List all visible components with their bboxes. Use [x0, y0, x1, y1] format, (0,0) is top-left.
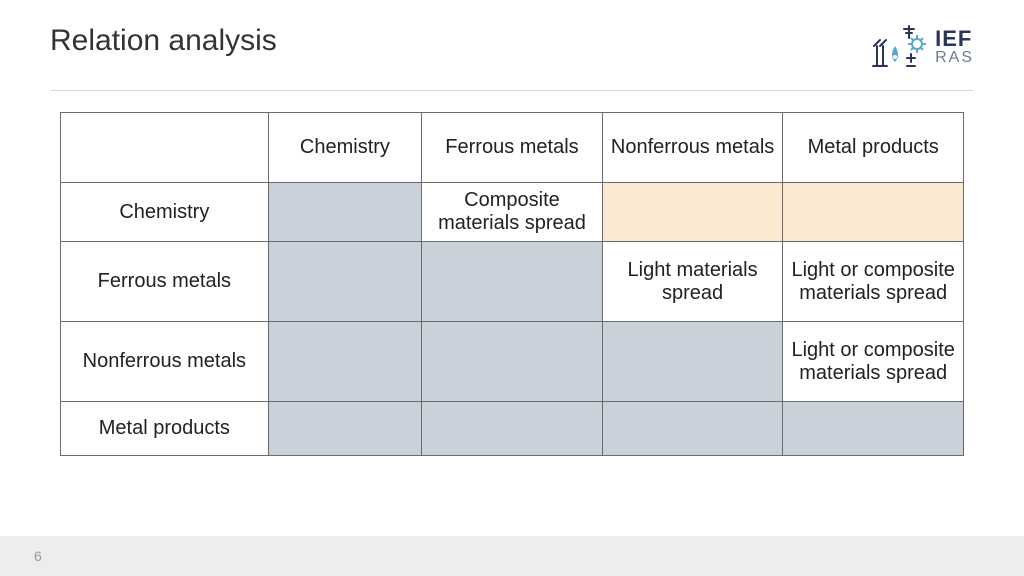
table-cell	[422, 242, 603, 322]
table-row: Nonferrous metals Light or composite mate…	[61, 322, 964, 402]
logo: IEF RAS	[871, 24, 974, 70]
table-cell	[268, 402, 422, 456]
table-cell	[422, 322, 603, 402]
relation-table: ChemistryFerrous metalsNonferrous metals…	[60, 112, 964, 456]
table-cell	[268, 322, 422, 402]
table-col-header: Metal products	[783, 113, 964, 183]
table-cell	[602, 183, 783, 242]
logo-line1: IEF	[935, 28, 974, 50]
table-header-row: ChemistryFerrous metalsNonferrous metals…	[61, 113, 964, 183]
table-cell: Light or composite materials spread	[783, 242, 964, 322]
divider	[50, 90, 974, 91]
table-row-header: Ferrous metals	[61, 242, 269, 322]
logo-text: IEF RAS	[935, 28, 974, 66]
header: Relation analysis	[50, 24, 974, 80]
table-cell	[602, 322, 783, 402]
slide: Relation analysis	[0, 0, 1024, 576]
table-cell	[268, 183, 422, 242]
table-row-header: Metal products	[61, 402, 269, 456]
table-cell	[602, 402, 783, 456]
table-col-header: Chemistry	[268, 113, 422, 183]
table-row: Chemistry Composite materials spread	[61, 183, 964, 242]
table-cell	[783, 402, 964, 456]
table-cell: Light materials spread	[602, 242, 783, 322]
table-row: Ferrous metals Light materials spreadLigh…	[61, 242, 964, 322]
table-cell	[783, 183, 964, 242]
relation-table-wrap: ChemistryFerrous metalsNonferrous metals…	[60, 112, 964, 456]
logo-line2: RAS	[935, 50, 974, 66]
table-row-header: Chemistry	[61, 183, 269, 242]
footer: 6	[0, 536, 1024, 576]
table-cell: Composite materials spread	[422, 183, 603, 242]
table-cell	[422, 402, 603, 456]
table-row-header: Nonferrous metals	[61, 322, 269, 402]
logo-icon	[871, 24, 927, 70]
table-corner	[61, 113, 269, 183]
table-cell	[268, 242, 422, 322]
table-row: Metal products	[61, 402, 964, 456]
page-title: Relation analysis	[50, 24, 277, 58]
table-cell: Light or composite materials spread	[783, 322, 964, 402]
page-number: 6	[34, 548, 42, 564]
table-col-header: Nonferrous metals	[602, 113, 783, 183]
table-col-header: Ferrous metals	[422, 113, 603, 183]
